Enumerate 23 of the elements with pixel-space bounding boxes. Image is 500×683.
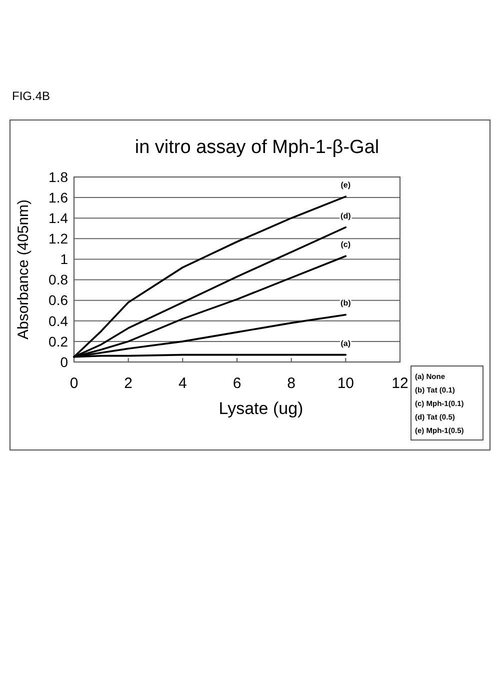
series-label: (c) xyxy=(340,240,351,250)
y-tick-label: 1 xyxy=(60,251,68,268)
y-axis-title: Absorbance (405nm) xyxy=(15,199,32,340)
x-tick-label: 2 xyxy=(124,375,133,392)
y-tick-label: 0.6 xyxy=(48,292,68,308)
x-tick-label: 12 xyxy=(392,375,408,392)
x-axis-title: Lysate (ug) xyxy=(218,399,304,418)
y-tick-label: 1.8 xyxy=(48,168,68,185)
y-tick-label: 1.4 xyxy=(48,210,68,226)
y-tick-label: 0.4 xyxy=(48,312,68,329)
chart-title: in vitro assay of Mph-1-β-Gal xyxy=(134,137,380,158)
series-label: (b) xyxy=(340,298,352,308)
x-tick-label: 8 xyxy=(287,375,296,392)
y-tick-label: 1.6 xyxy=(48,189,68,206)
x-tick-label: 6 xyxy=(232,375,242,392)
y-tick-label: 0.8 xyxy=(48,272,68,288)
y-tick-label: 0 xyxy=(60,354,68,370)
x-tick-label: 4 xyxy=(178,375,187,392)
x-tick-label: 10 xyxy=(337,375,354,392)
y-tick-label: 0.2 xyxy=(48,333,68,350)
series-label: (e) xyxy=(340,180,351,190)
caption: FIG.4B xyxy=(12,89,50,103)
y-tick-label: 1.2 xyxy=(48,230,68,247)
